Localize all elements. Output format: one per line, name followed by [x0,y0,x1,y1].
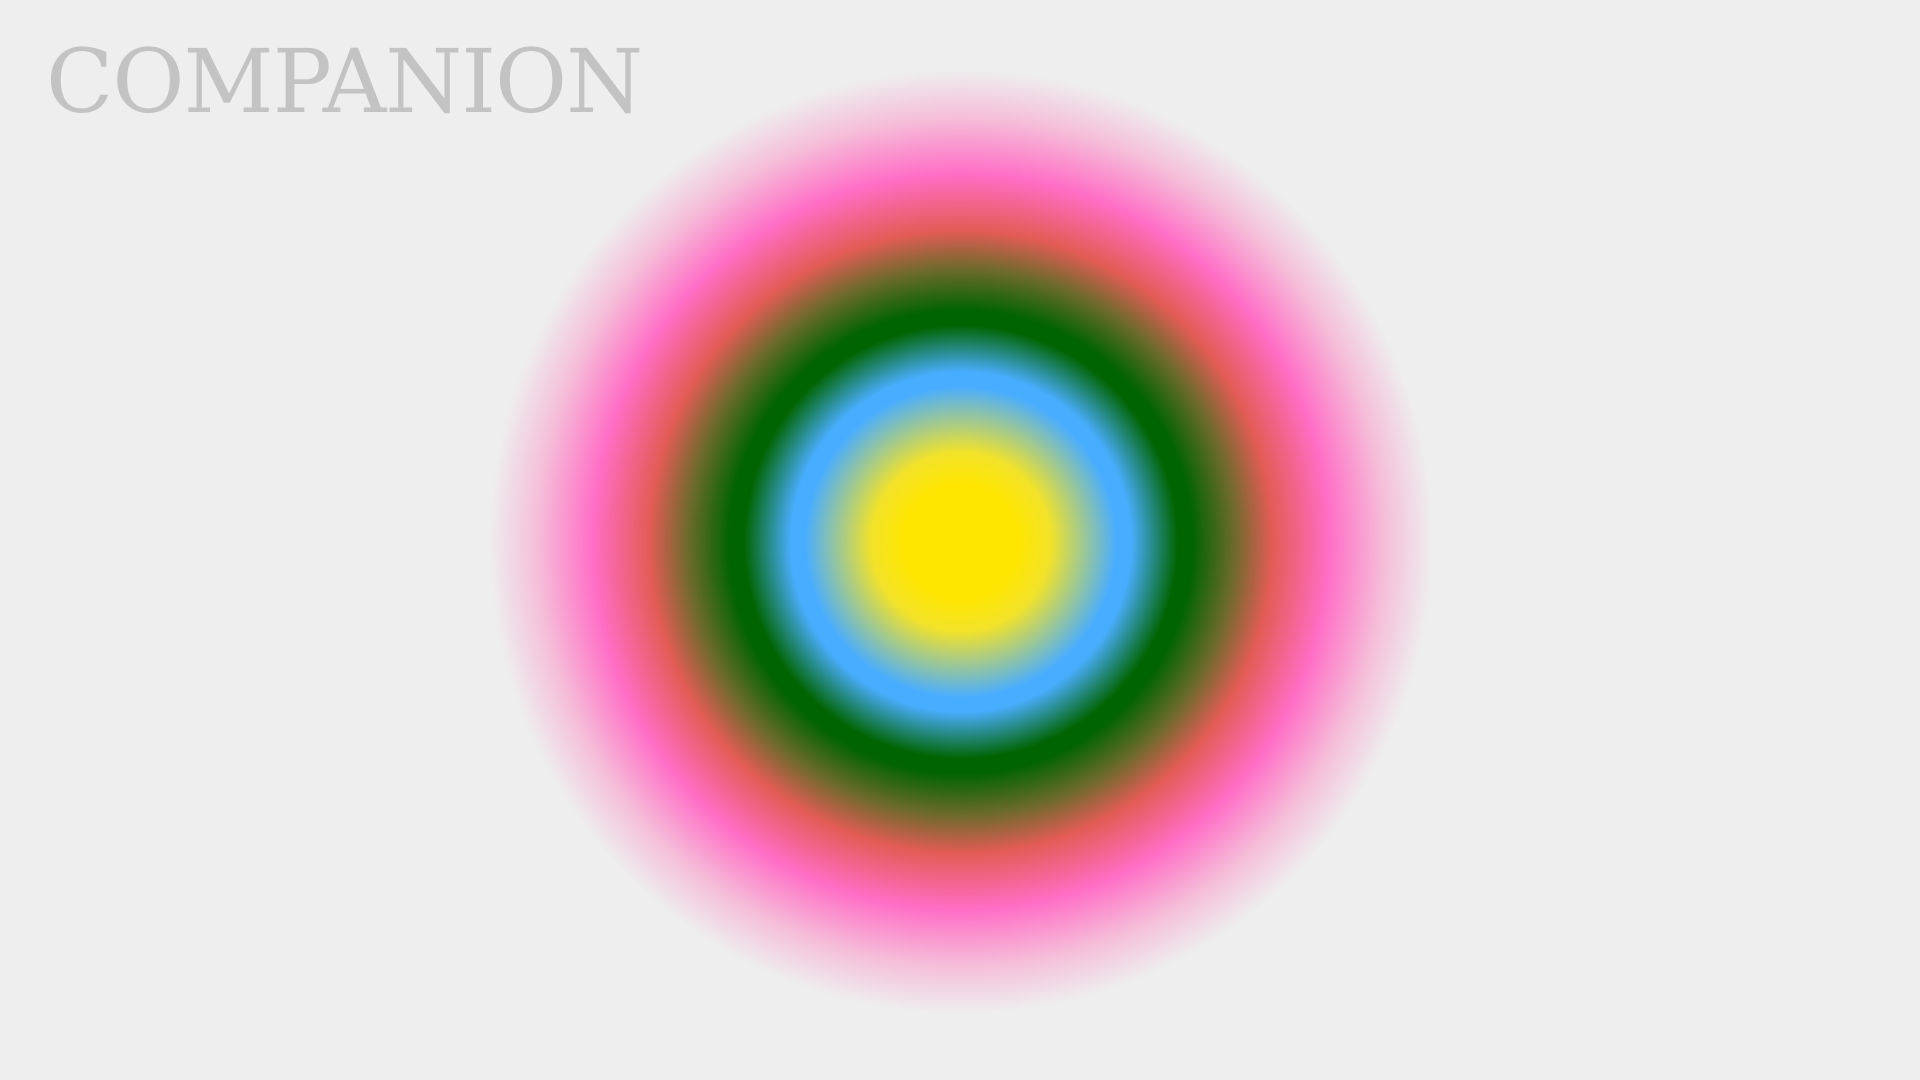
companion-orb[interactable] [489,70,1433,1014]
app-title: COMPANION [46,30,643,133]
